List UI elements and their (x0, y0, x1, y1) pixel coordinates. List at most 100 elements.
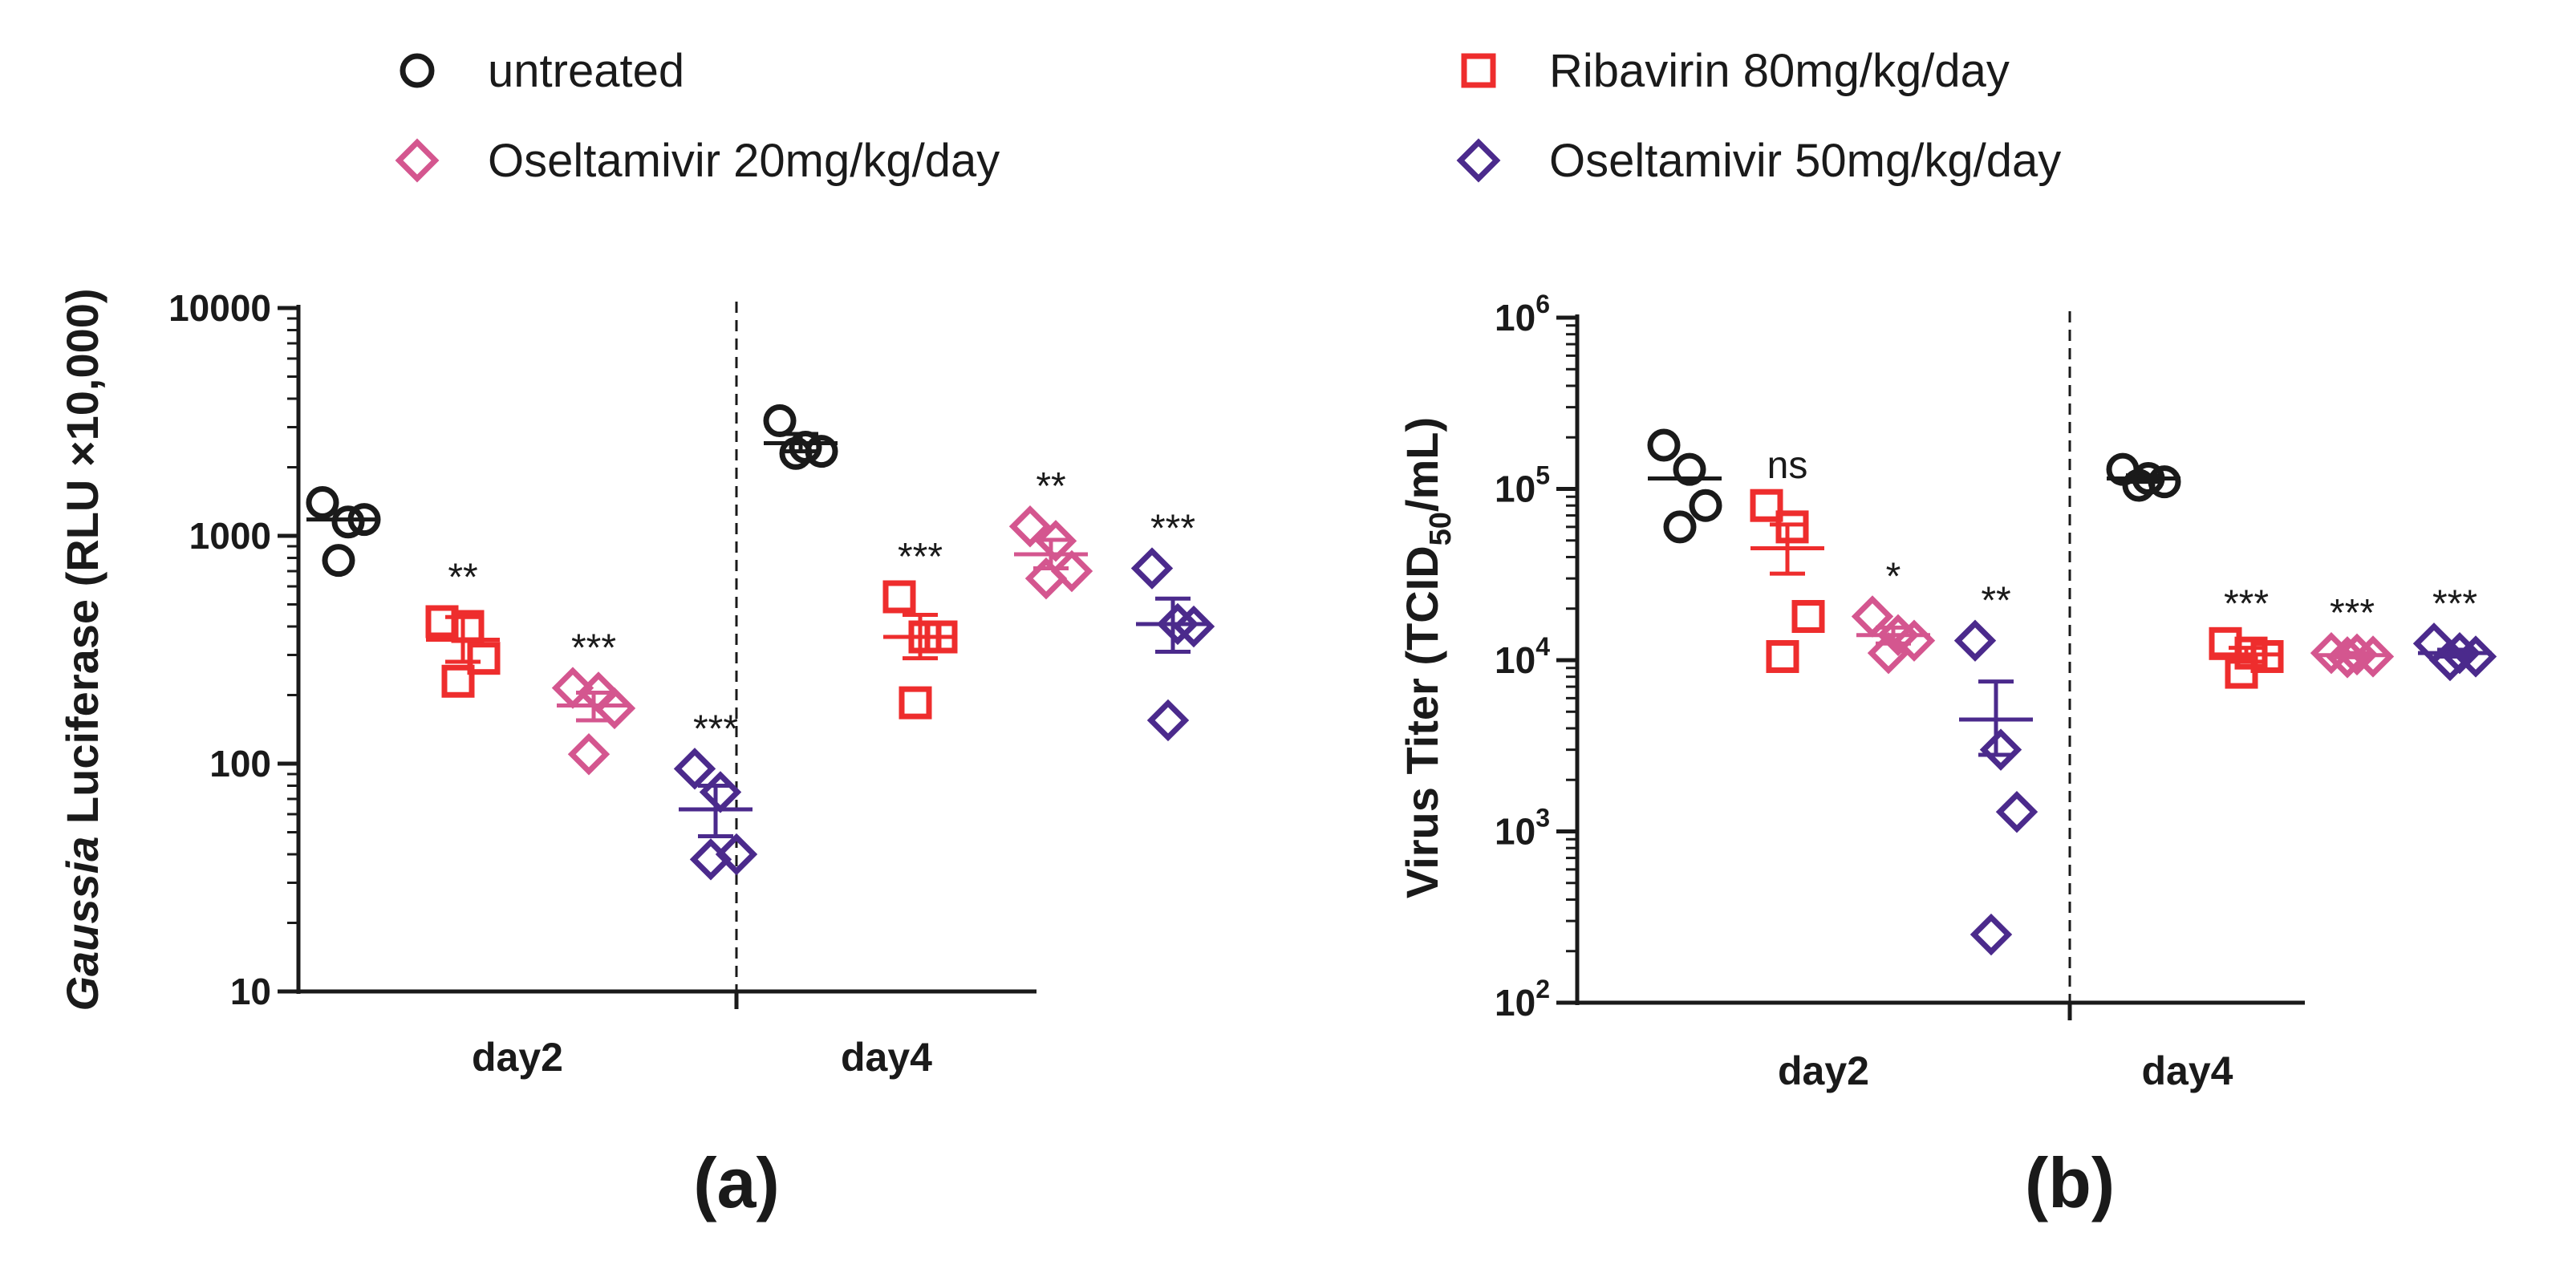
data-point (1024, 557, 1068, 600)
series-group (306, 485, 381, 578)
data-point (1130, 547, 1174, 590)
data-point (1995, 790, 2038, 833)
legend: untreated Ribavirin 80mg/kg/day Oseltamivi… (395, 45, 2061, 187)
y-axis-title-rest: Luciferase (RLU ×10,000) (57, 288, 108, 836)
category-label-day2: day2 (472, 1035, 563, 1080)
y-tick-exponent: 5 (1535, 461, 1550, 490)
data-point (2428, 639, 2472, 682)
panel-label: (b) (2025, 1143, 2115, 1222)
series-group: *** (673, 707, 758, 881)
data-point (1851, 595, 1894, 638)
y-tick-label: 10 (230, 971, 271, 1012)
y-tick-base: 10 (1495, 468, 1535, 510)
significance-label: ns (1767, 444, 1808, 487)
data-point (1775, 510, 1809, 544)
y-axis-title-pre: Virus Titer (TCID (1397, 545, 1447, 898)
legend-label: untreated (488, 45, 684, 97)
data-point (1766, 639, 1799, 673)
significance-label: * (1886, 555, 1901, 598)
y-tick-exponent: 6 (1535, 290, 1550, 318)
data-point (1970, 913, 2013, 956)
significance-label: *** (2330, 592, 2375, 634)
series-group: *** (2412, 582, 2497, 682)
y-tick-label: 100 (209, 743, 271, 785)
y-tick-base: 10 (1495, 982, 1535, 1024)
series-group: ** (1008, 465, 1093, 600)
significance-label: ** (1036, 465, 1065, 508)
legend-marker-icon (1456, 138, 1501, 183)
data-point (1156, 602, 1199, 646)
data-point (899, 686, 932, 720)
data-point (306, 485, 339, 519)
data-point (1867, 631, 1910, 675)
y-tick-base: 10 (1495, 639, 1535, 681)
y-tick-exponent: 2 (1535, 975, 1550, 1003)
y-axis-title-post: /mL) (1397, 417, 1447, 512)
legend-marker-icon (395, 138, 440, 183)
y-tick-base: 10 (1495, 811, 1535, 853)
category-label-day4: day4 (841, 1035, 932, 1080)
y-tick-label: 10000 (168, 287, 271, 329)
series-group: ns (1750, 444, 1825, 673)
data-point (779, 436, 813, 470)
data-point (1647, 428, 1681, 462)
significance-label: *** (693, 707, 738, 750)
data-point (1146, 699, 1190, 742)
series-group (1647, 428, 1722, 544)
data-point (689, 838, 732, 881)
data-point (441, 664, 475, 698)
y-tick-base: 10 (1495, 297, 1535, 339)
legend-entry: untreated (400, 45, 684, 97)
series-group (2106, 452, 2181, 502)
data-point (1892, 619, 1936, 662)
series-group: *** (2310, 592, 2395, 679)
series-group: *** (882, 536, 958, 720)
legend-entry: Oseltamivir 20mg/kg/day (395, 135, 1000, 187)
data-point (1034, 520, 1077, 562)
significance-label: ** (1981, 580, 2010, 622)
data-point (2225, 655, 2258, 689)
series-group: *** (1130, 508, 1215, 742)
data-point (1689, 489, 1722, 522)
legend-marker-icon (400, 53, 435, 88)
y-tick-label: 103 (1495, 804, 1550, 853)
data-point (2335, 633, 2379, 676)
y-axis-title-italic: Gaussia (57, 837, 108, 1012)
y-tick-exponent: 4 (1535, 632, 1550, 661)
data-point (1663, 510, 1697, 544)
category-label-day2: day2 (1778, 1048, 1869, 1093)
data-point (347, 503, 381, 537)
data-point (551, 667, 594, 709)
y-tick-label: 106 (1495, 290, 1550, 339)
data-point (1953, 619, 1997, 662)
legend-label: Oseltamivir 50mg/kg/day (1549, 135, 2061, 187)
data-point (715, 833, 758, 876)
data-point (1050, 549, 1093, 593)
y-axis-title-subscript: 50 (1424, 512, 1458, 545)
series-group: *** (551, 627, 636, 776)
significance-label: *** (898, 536, 943, 578)
y-tick-label: 104 (1495, 632, 1550, 681)
y-tick-label: 102 (1495, 975, 1550, 1024)
data-point (1979, 728, 2022, 771)
y-tick-exponent: 3 (1535, 804, 1550, 833)
y-tick-label: 105 (1495, 461, 1550, 510)
significance-label: *** (2432, 582, 2477, 625)
panel-label: (a) (693, 1143, 780, 1222)
data-point (451, 610, 485, 643)
data-point (882, 580, 916, 614)
category-label-day4: day4 (2142, 1048, 2233, 1093)
data-point (593, 687, 636, 730)
data-point (567, 733, 611, 776)
data-point (1750, 489, 1783, 522)
data-point (2454, 635, 2497, 678)
significance-label: *** (571, 627, 616, 670)
y-axis-title: Virus Titer (TCID50/mL) (1397, 417, 1458, 898)
data-point (1008, 505, 1052, 548)
data-point (699, 771, 742, 813)
significance-label: *** (1150, 508, 1195, 550)
data-point (2326, 636, 2369, 679)
series-group: * (1851, 555, 1936, 675)
